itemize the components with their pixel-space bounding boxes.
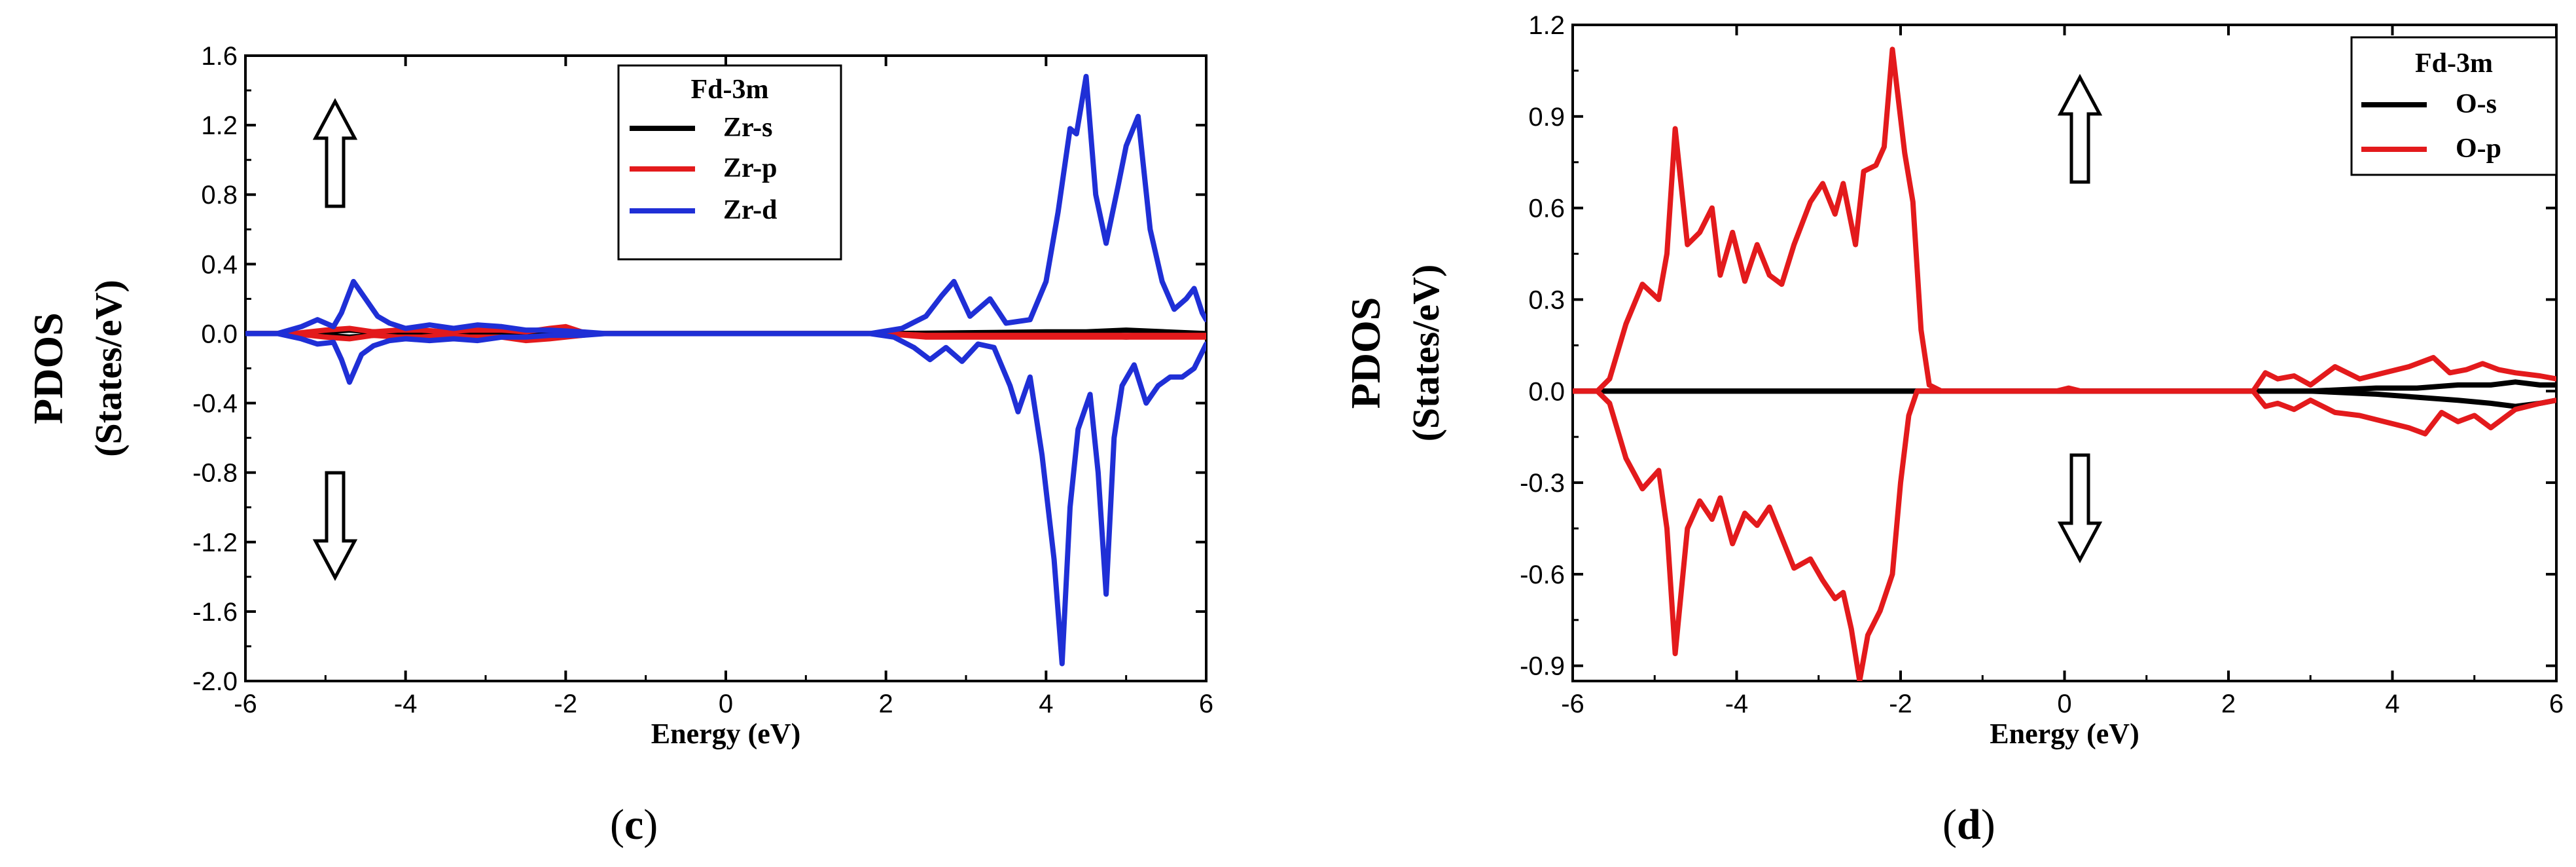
legend-label-o-s: O-s [2456,89,2497,119]
y-axis-label: PDOS [25,312,71,424]
series-group [245,73,1206,667]
y-tick-label: -0.8 [192,459,238,488]
y-axis: -0.9 -0.6 -0.3 0.0 0.3 0.6 0.9 1.2 PDOS (States/e… [1342,11,2556,681]
caption-d-letter: d [1956,801,1981,849]
x-axis: -6 -4 -2 0 2 4 6 Energy (eV) [234,56,1213,750]
y-tick-label: 0.6 [1528,194,1565,223]
y-tick-label: -0.9 [1520,652,1565,681]
y-axis-unit-label: (States/eV) [87,280,130,457]
legend-label-zr-s: Zr-s [723,113,772,143]
spin-down-arrow-icon [312,471,358,581]
spin-up-arrow-icon [2057,73,2103,184]
y-tick-label: 1.6 [201,42,238,71]
y-tick-label: -1.6 [192,598,238,627]
panel-c: -6 -4 -2 0 2 4 6 Energy (eV) -2.0 -1.6 -1.2 -0.8 -0.… [25,42,1213,750]
legend-box [617,64,842,261]
caption-d: (d) [1942,801,1995,849]
x-tick-label: 2 [2221,690,2236,718]
y-tick-label: 0.3 [1528,286,1565,314]
y-axis: -2.0 -1.6 -1.2 -0.8 -0.4 0.0 0.4 0.8 1.2 1.6 PDOS (… [25,42,1206,696]
x-tick-label: -6 [234,690,257,718]
y-tick-label: 0.4 [201,250,238,279]
x-tick-label: -2 [1889,690,1912,718]
spin-up-arrow-icon [312,98,358,208]
y-tick-label: -0.6 [1520,561,1565,589]
x-tick-label: 4 [2385,690,2399,718]
x-tick-label: 6 [2549,690,2564,718]
x-axis: -6 -4 -2 0 2 4 6 Energy (eV) [1561,25,2564,750]
x-tick-label: 0 [719,690,733,718]
x-tick-label: 2 [879,690,893,718]
y-tick-label: 1.2 [201,111,238,140]
legend-label-o-p: O-p [2456,134,2501,164]
spin-down-arrow-icon [2057,453,2103,564]
caption-c: (c) [610,801,658,849]
y-tick-label: 1.2 [1528,11,1565,40]
panel-d: -6 -4 -2 0 2 4 6 Energy (eV) -0.9 -0.6 -0.3 0.0 0.3 0… [1342,11,2564,750]
y-tick-label: -0.3 [1520,469,1565,498]
y-axis-label: PDOS [1342,297,1389,409]
series-line-o-p-spin-down [1573,388,2556,681]
x-tick-label: 4 [1039,690,1053,718]
x-tick-label: -4 [1725,690,1749,718]
y-tick-label: 0.8 [201,181,238,210]
series-line-zr-p-spin-down [245,331,1206,344]
y-axis-unit-label: (States/eV) [1404,265,1447,442]
series-line-o-p-spin-up [1573,46,2556,394]
x-tick-label: 0 [2057,690,2071,718]
y-tick-label: 0.0 [201,320,238,348]
legend-label-zr-d: Zr-d [723,195,777,225]
series-line-zr-d-spin-up [245,73,1206,337]
x-tick-label: -6 [1561,690,1584,718]
x-tick-label: -2 [554,690,578,718]
x-tick-label: -4 [394,690,418,718]
x-axis-label: Energy (eV) [1990,718,2139,750]
y-tick-label: -0.4 [192,390,238,418]
legend: Fd-3m O-s O-p [2350,36,2558,176]
series-group [1573,46,2556,681]
legend-title: Fd-3m [691,75,769,105]
y-tick-label: 0.0 [1528,377,1565,406]
legend: Fd-3m Zr-s Zr-p Zr-d [617,64,842,261]
x-axis-label: Energy (eV) [651,718,801,750]
legend-title: Fd-3m [2415,48,2493,79]
x-tick-label: 6 [1199,690,1213,718]
series-line-zr-d-spin-down [245,331,1206,667]
y-tick-label: -2.0 [192,667,238,696]
y-tick-label: -1.2 [192,528,238,557]
caption-c-letter: c [624,801,644,849]
legend-label-zr-p: Zr-p [723,153,777,183]
y-tick-label: 0.9 [1528,103,1565,132]
